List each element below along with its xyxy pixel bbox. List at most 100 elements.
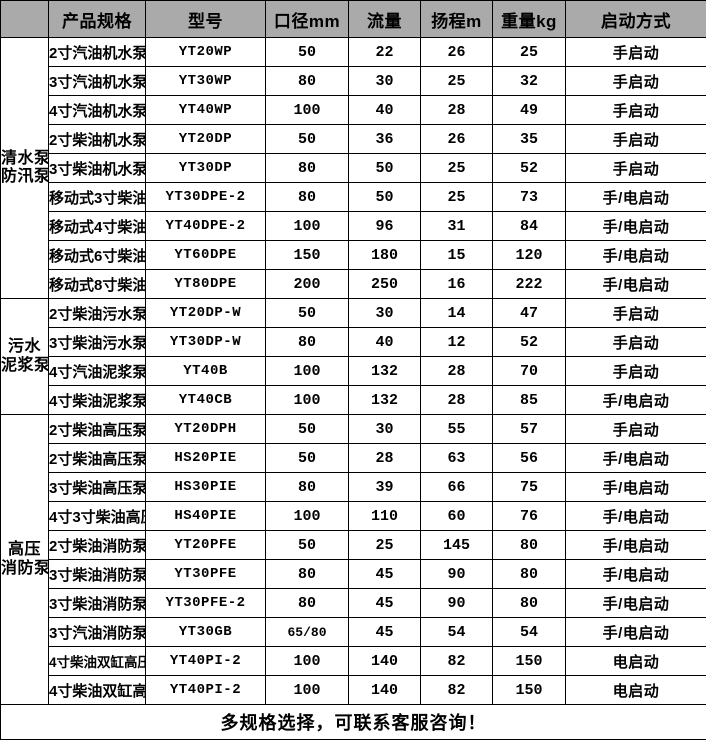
model-cell: YT30PFE (146, 560, 266, 589)
bore-cell: 65/80 (266, 618, 349, 647)
bore-cell: 150 (266, 241, 349, 270)
weight-cell: 47 (493, 299, 566, 328)
spec-cell: 3寸柴油污水泵 (49, 328, 146, 357)
model-cell: YT20DP-W (146, 299, 266, 328)
model-cell: YT40PI-2 (146, 647, 266, 676)
bore-cell: 50 (266, 125, 349, 154)
flow-cell: 180 (349, 241, 421, 270)
bore-cell: 80 (266, 154, 349, 183)
model-cell: YT20DPH (146, 415, 266, 444)
header-head: 扬程m (421, 1, 493, 38)
head-cell: 15 (421, 241, 493, 270)
model-cell: YT80DPE (146, 270, 266, 299)
flow-cell: 40 (349, 328, 421, 357)
spec-cell: 4寸汽油机水泵 (49, 96, 146, 125)
model-cell: YT60DPE (146, 241, 266, 270)
flow-cell: 25 (349, 531, 421, 560)
bore-cell: 80 (266, 183, 349, 212)
start-mode-cell: 电启动 (566, 647, 706, 676)
bore-cell: 100 (266, 96, 349, 125)
weight-cell: 54 (493, 618, 566, 647)
spec-cell: 移动式3寸柴油机水泵 (49, 183, 146, 212)
start-mode-cell: 手启动 (566, 357, 706, 386)
weight-cell: 120 (493, 241, 566, 270)
spec-cell: 2寸汽油机水泵 (49, 38, 146, 67)
category-cell: 高压消防泵 (1, 415, 49, 705)
start-mode-cell: 手/电启动 (566, 618, 706, 647)
head-cell: 12 (421, 328, 493, 357)
spec-cell: 4寸柴油双缸高压泵 (49, 676, 146, 705)
flow-cell: 250 (349, 270, 421, 299)
bore-cell: 80 (266, 589, 349, 618)
weight-cell: 75 (493, 473, 566, 502)
flow-cell: 30 (349, 67, 421, 96)
header-category (1, 1, 49, 38)
weight-cell: 80 (493, 589, 566, 618)
flow-cell: 30 (349, 415, 421, 444)
model-cell: HS20PIE (146, 444, 266, 473)
header-spec: 产品规格 (49, 1, 146, 38)
flow-cell: 45 (349, 589, 421, 618)
weight-cell: 25 (493, 38, 566, 67)
head-cell: 26 (421, 125, 493, 154)
bore-cell: 50 (266, 38, 349, 67)
model-cell: HS30PIE (146, 473, 266, 502)
head-cell: 25 (421, 183, 493, 212)
model-cell: YT40CB (146, 386, 266, 415)
flow-cell: 28 (349, 444, 421, 473)
bore-cell: 80 (266, 473, 349, 502)
start-mode-cell: 手/电启动 (566, 270, 706, 299)
head-cell: 25 (421, 67, 493, 96)
flow-cell: 140 (349, 676, 421, 705)
head-cell: 145 (421, 531, 493, 560)
model-cell: YT20PFE (146, 531, 266, 560)
spec-cell: 移动式6寸柴油机水泵 (49, 241, 146, 270)
weight-cell: 49 (493, 96, 566, 125)
flow-cell: 140 (349, 647, 421, 676)
head-cell: 82 (421, 647, 493, 676)
table-header: 产品规格 型号 口径mm 流量 扬程m 重量kg 启动方式 (1, 1, 706, 38)
head-cell: 90 (421, 589, 493, 618)
flow-cell: 50 (349, 183, 421, 212)
category-line: 消防泵 (1, 560, 48, 578)
head-cell: 55 (421, 415, 493, 444)
weight-cell: 80 (493, 560, 566, 589)
table-row: 移动式6寸柴油机水泵YT60DPE15018015120手/电启动 (1, 241, 706, 270)
start-mode-cell: 手启动 (566, 96, 706, 125)
category-line: 清水泵 (1, 150, 48, 168)
spec-cell: 3寸柴油机水泵 (49, 154, 146, 183)
start-mode-cell: 手/电启动 (566, 183, 706, 212)
head-cell: 25 (421, 154, 493, 183)
head-cell: 82 (421, 676, 493, 705)
header-weight: 重量kg (493, 1, 566, 38)
flow-cell: 50 (349, 154, 421, 183)
header-flow: 流量 (349, 1, 421, 38)
weight-cell: 76 (493, 502, 566, 531)
header-bore: 口径mm (266, 1, 349, 38)
model-cell: YT40WP (146, 96, 266, 125)
start-mode-cell: 手/电启动 (566, 502, 706, 531)
start-mode-cell: 手启动 (566, 415, 706, 444)
category-cell: 污水泥浆泵 (1, 299, 49, 415)
bore-cell: 100 (266, 502, 349, 531)
model-cell: YT30DP (146, 154, 266, 183)
bore-cell: 80 (266, 328, 349, 357)
spec-cell: 2寸柴油高压泵 (49, 444, 146, 473)
bore-cell: 100 (266, 647, 349, 676)
bore-cell: 80 (266, 560, 349, 589)
start-mode-cell: 手启动 (566, 67, 706, 96)
category-line: 防汛泵 (1, 168, 48, 186)
category-line: 泥浆泵 (1, 357, 48, 375)
head-cell: 66 (421, 473, 493, 502)
start-mode-cell: 手/电启动 (566, 444, 706, 473)
head-cell: 26 (421, 38, 493, 67)
start-mode-cell: 手启动 (566, 125, 706, 154)
